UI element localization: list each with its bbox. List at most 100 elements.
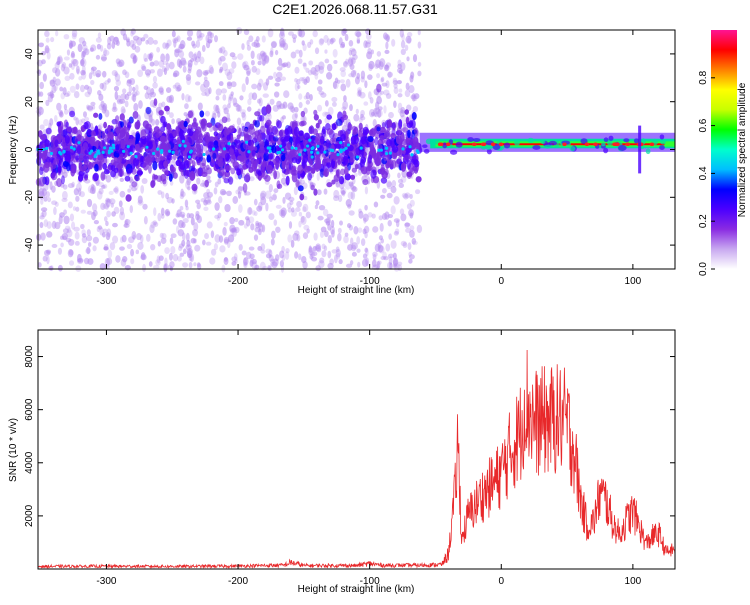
spectrogram-cell <box>251 92 258 101</box>
spectrogram-cell <box>291 34 298 40</box>
spectrogram-cell <box>388 233 392 240</box>
spectrogram-cell <box>40 212 44 218</box>
spectrogram-cell <box>353 135 360 144</box>
spectrogram-cell <box>359 91 366 99</box>
spectrogram-cell <box>82 171 89 179</box>
spectrogram-cell <box>322 158 327 167</box>
spectrogram-cell <box>206 191 213 198</box>
spectrogram-cell <box>218 57 222 66</box>
spectrogram-cell <box>138 100 143 109</box>
spectrogram-cell <box>305 92 310 100</box>
spectrogram-cell <box>255 220 260 227</box>
spectrogram-cell <box>398 69 403 75</box>
spectrogram-cell <box>379 148 383 152</box>
spectrogram-cell <box>234 138 241 144</box>
spectrogram-cell <box>331 123 337 131</box>
spectrogram-cell <box>112 222 118 228</box>
spectrogram-cell <box>342 148 346 152</box>
spectrogram-cell <box>397 79 402 85</box>
spectrogram-cell <box>260 196 267 206</box>
spectrogram-cell <box>134 154 138 159</box>
spectrogram-cell <box>401 147 405 151</box>
spectrogram-cell <box>62 228 69 234</box>
spectrogram-cell <box>100 56 107 61</box>
spectrogram-cell <box>265 134 271 143</box>
spectrogram-cell <box>386 144 391 152</box>
spectrogram-cell <box>189 170 196 181</box>
spectrogram-cell <box>196 262 201 268</box>
spectrogram-cell <box>268 213 275 221</box>
spectrogram-cell <box>79 191 85 198</box>
spectrogram-cell <box>326 71 333 80</box>
spectrogram-cell <box>103 47 107 57</box>
spectrogram-cell <box>378 235 383 241</box>
spectrogram-cell <box>191 40 196 47</box>
spectrogram-cell <box>178 245 183 252</box>
spectrogram-cell <box>317 104 323 112</box>
spectrogram-cell <box>217 212 222 219</box>
spectrogram-cell <box>364 41 371 48</box>
spectrogram-cell <box>175 87 181 92</box>
spectrogram-cell <box>80 223 85 230</box>
spectrogram-cell <box>187 110 194 118</box>
spectrogram-cell <box>204 69 211 74</box>
spectrogram-cell <box>404 192 411 199</box>
spectrogram-cell <box>301 255 307 264</box>
snr-x-label: Height of straight line (km) <box>298 584 415 595</box>
spectrogram-cell <box>633 138 640 144</box>
spectrogram-cell <box>297 58 303 64</box>
spectrogram-cell <box>35 233 42 241</box>
spectrogram-cell <box>279 260 285 268</box>
spectrogram-cell <box>255 36 260 42</box>
spectrogram-cell <box>357 227 363 233</box>
spectrogram-cell <box>302 62 307 67</box>
spectrogram-cell <box>354 76 360 85</box>
spectrogram-cell <box>350 237 354 246</box>
spectrogram-cell <box>380 194 386 199</box>
spectrogram-cell <box>81 70 87 80</box>
spectrogram-cell <box>314 64 321 72</box>
spectrogram-cell <box>335 246 340 253</box>
spectrogram-cell <box>107 198 112 204</box>
spectrogram-cell <box>341 28 347 37</box>
spectrogram-cell <box>119 153 124 160</box>
spectrogram-cell <box>259 50 266 57</box>
spectrogram-cell <box>114 115 120 125</box>
spectrogram-cell <box>257 245 263 252</box>
spectrogram-cell <box>83 161 89 170</box>
spectrogram-cell <box>115 58 121 65</box>
spectrogram-cell <box>50 36 55 43</box>
spectrogram-cell <box>376 72 381 79</box>
spectrogram-cell <box>249 176 255 182</box>
spectrogram-cell <box>218 47 223 54</box>
spectrogram-cell <box>185 180 191 190</box>
spectrogram-cell <box>110 202 114 208</box>
spectrogram-cell <box>409 199 415 207</box>
spectrogram-cell <box>170 245 176 255</box>
spectrogram-cell <box>194 81 201 86</box>
spectrogram-cell <box>371 259 377 268</box>
spectrogram-cell <box>357 89 362 97</box>
spectrogram-cell <box>221 116 228 124</box>
spectrogram-cell <box>80 209 86 214</box>
spectrogram-cell <box>99 159 104 167</box>
spectrogram-cell <box>152 39 158 45</box>
spectrogram-cell <box>82 40 87 47</box>
spectrogram-cell <box>124 220 128 228</box>
spectrogram-cell <box>98 182 105 188</box>
spectrogram-cell <box>61 62 67 69</box>
spectrogram-cell <box>106 42 112 50</box>
spectrogram-cell <box>140 129 147 139</box>
spectrogram-cell <box>153 265 160 270</box>
spectrogram-cell <box>245 67 252 75</box>
spectrogram-cell <box>253 198 258 206</box>
spectrogram-cell <box>345 199 352 207</box>
spectrogram-cell <box>398 88 403 93</box>
spectrogram-cell <box>68 40 73 49</box>
spectrogram-cell <box>91 104 96 110</box>
spectrogram-cell <box>659 145 665 150</box>
spectrogram-cell <box>195 168 200 177</box>
spectrogram-cell <box>275 77 282 83</box>
spectrogram-cell <box>394 160 400 168</box>
spectrogram-cell <box>270 230 276 239</box>
